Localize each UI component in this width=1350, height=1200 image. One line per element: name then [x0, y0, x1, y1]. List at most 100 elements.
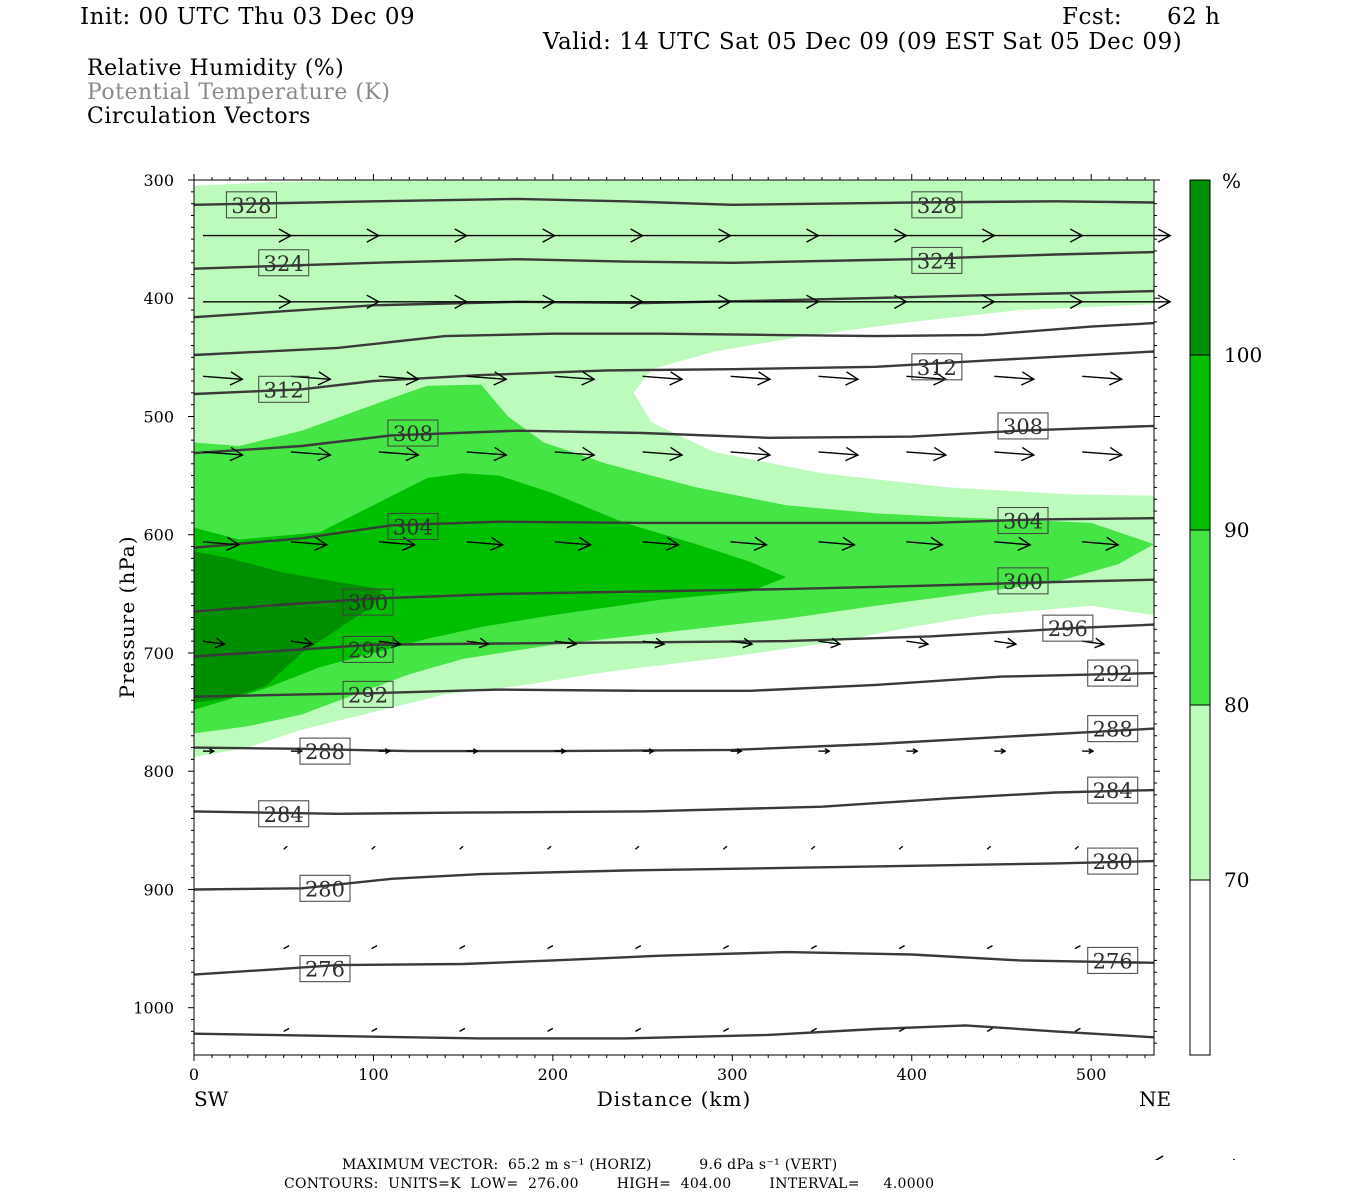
circulation-vector	[459, 944, 466, 950]
vector-arrowhead	[577, 536, 593, 552]
vector-arrowhead	[929, 536, 944, 552]
theta-contour-284	[193, 788, 1155, 816]
vector-arrowhead	[648, 748, 655, 755]
circulation-vector	[994, 451, 1034, 456]
contour-label-box	[258, 800, 310, 828]
circulation-vector	[378, 541, 415, 546]
circulation-vector	[371, 845, 376, 850]
circulation-vector	[283, 1027, 290, 1032]
circulation-vector	[730, 640, 753, 645]
vector-arrowhead	[493, 371, 508, 386]
circulation-vector	[554, 375, 595, 380]
theta-contour-324	[193, 250, 1155, 270]
vector-arrowhead	[405, 446, 420, 462]
contour-label: 296	[348, 638, 388, 662]
contour-label-box	[1087, 946, 1139, 974]
circulation-vector	[378, 640, 401, 645]
field-title-rh: Relative Humidity (%)	[87, 56, 345, 81]
reference-vector-arrow	[1154, 1155, 1235, 1160]
y-tick-label: 300	[143, 171, 174, 190]
contour-label-box	[299, 737, 351, 765]
max-vector-note: MAXIMUM VECTOR: 65.2 m s⁻¹ (HORIZ) 9.6 d…	[342, 1157, 838, 1173]
vector-arrowhead	[1094, 637, 1106, 649]
contour-label: 280	[305, 877, 345, 901]
contour-label-box	[1087, 659, 1139, 687]
contour-label: 276	[1093, 949, 1133, 973]
theta-contour-292	[193, 671, 1155, 698]
vector-arrowhead	[736, 748, 743, 755]
circulation-vector	[283, 845, 288, 850]
y-tick-label: 900	[143, 880, 174, 899]
circulation-vector	[547, 845, 552, 850]
circulation-vector	[371, 1027, 378, 1032]
circulation-vector	[994, 541, 1031, 546]
circulation-vector	[810, 845, 816, 850]
contour-label: 328	[231, 194, 271, 218]
vector-arrowhead	[229, 371, 244, 386]
contour-label: 280	[1093, 850, 1133, 874]
vector-arrowhead	[317, 371, 332, 386]
circulation-vector	[1074, 944, 1081, 950]
vector-arrowhead	[933, 371, 948, 386]
vector-arrowhead	[384, 748, 392, 755]
rh-region-100	[194, 551, 383, 703]
contour-label: 304	[1003, 510, 1043, 534]
forecast-hour: 62 h	[1167, 4, 1221, 30]
contour-label-box	[1087, 715, 1139, 743]
circulation-vector	[994, 375, 1034, 380]
circulation-vector	[818, 451, 858, 456]
contour-label-box	[911, 246, 963, 274]
y-axis-label: Pressure (hPa)	[115, 536, 139, 699]
theta-contour-272	[193, 1024, 1155, 1040]
circulation-vector	[898, 1027, 905, 1032]
contour-label: 284	[1093, 779, 1133, 803]
vector-arrowhead	[1105, 536, 1120, 552]
contour-label-box	[258, 375, 310, 403]
theta-contour-296	[193, 623, 1155, 658]
circulation-vector	[810, 944, 817, 950]
vector-arrowhead	[665, 536, 680, 552]
vector-arrowhead	[566, 637, 578, 649]
circulation-vector	[898, 845, 904, 850]
theta-contour-308	[193, 424, 1155, 455]
colorbar-level-label: 100	[1224, 343, 1262, 367]
vector-arrowhead	[669, 371, 684, 386]
x-tick-label: 200	[538, 1065, 569, 1084]
x-axis-left-label: SW	[194, 1087, 229, 1111]
circulation-vector	[906, 375, 946, 380]
colorbar-level-label: 90	[1224, 518, 1249, 542]
vector-arrowhead	[753, 536, 768, 552]
circulation-vector	[723, 944, 730, 950]
contour-label: 308	[1003, 415, 1043, 439]
theta-contour-276	[193, 950, 1155, 976]
circulation-vector	[986, 944, 993, 950]
circulation-vector	[635, 1027, 642, 1032]
x-tick-label: 400	[896, 1065, 927, 1084]
circulation-vector	[730, 541, 767, 546]
x-tick-label: 300	[717, 1065, 748, 1084]
circulation-vector	[818, 375, 858, 380]
circulation-vector	[986, 1027, 993, 1032]
circulation-vector	[290, 640, 313, 645]
vector-arrowhead	[933, 446, 948, 462]
y-tick-label: 1000	[133, 999, 174, 1018]
vector-arrowhead	[489, 536, 505, 552]
vector-arrowhead	[581, 371, 596, 386]
vector-layer	[202, 228, 1172, 1032]
x-tick-label: 100	[358, 1065, 389, 1084]
vector-arrowhead	[313, 536, 329, 552]
circulation-vector	[371, 944, 378, 950]
x-tick-label: 500	[1076, 1065, 1107, 1084]
vector-arrowhead	[560, 748, 567, 755]
contour-label: 300	[1003, 570, 1043, 594]
vector-arrowhead	[845, 371, 860, 386]
theta-contour-328	[193, 197, 1155, 207]
y-tick-label: 700	[143, 644, 174, 663]
circulation-vector	[642, 375, 683, 380]
contour-label-box	[299, 955, 351, 983]
contour-label-box	[1042, 614, 1094, 642]
colorbar-band	[1190, 705, 1210, 880]
circulation-vector	[1082, 640, 1104, 645]
vector-arrowhead	[757, 446, 772, 462]
